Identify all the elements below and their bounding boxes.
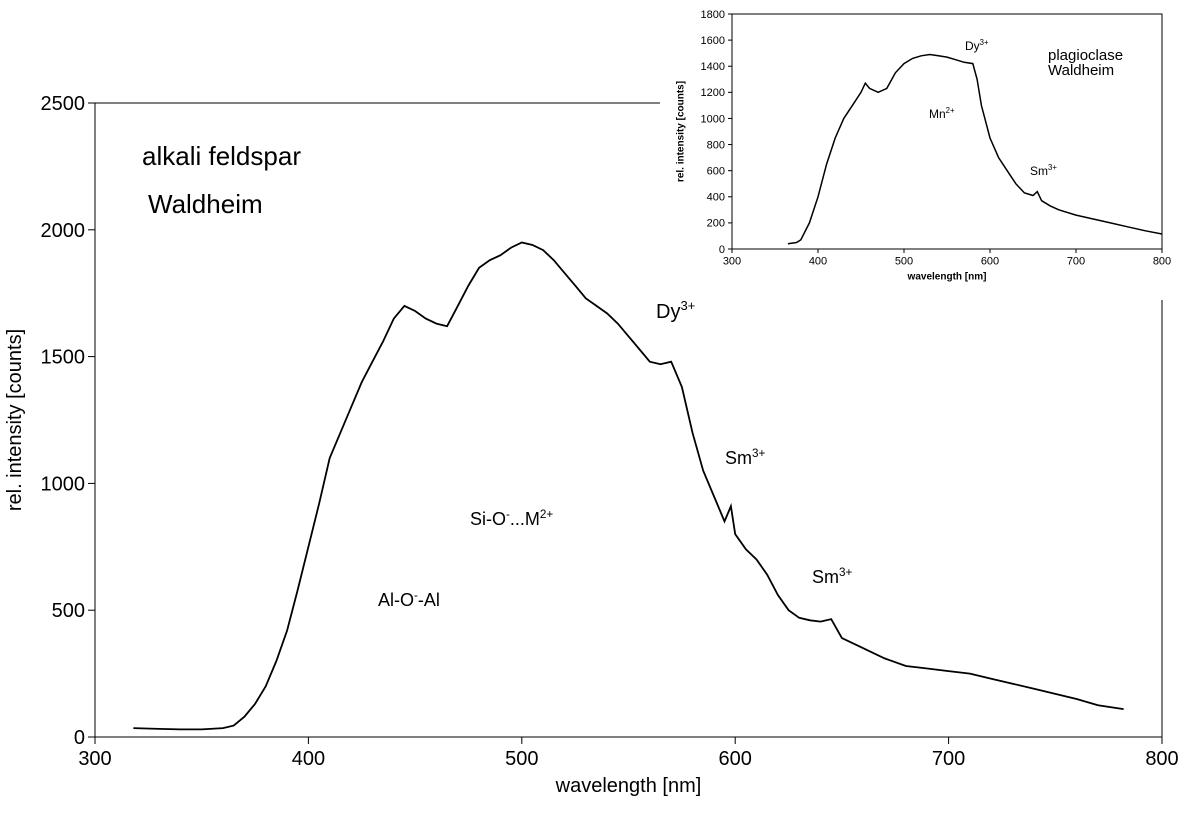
y-tick-label: 600 [707,166,725,178]
annotation-superscript: 2+ [540,508,554,521]
annotation-text: -Al [418,590,440,610]
x-tick-label: 800 [1153,256,1171,268]
y-tick-label: 1200 [701,87,725,99]
x-axis-title: wavelength [nm] [907,271,987,282]
annotation-superscript: 3+ [980,38,989,47]
y-tick-label: 2500 [41,93,86,115]
x-tick-label: 600 [981,256,999,268]
x-tick-label: 400 [292,748,325,770]
annotation-text: ...M [510,509,540,529]
y-tick-label: 0 [74,727,85,749]
x-tick-label: 700 [932,748,965,770]
annotation: Waldheim [1048,62,1114,79]
x-tick-label: 600 [719,748,752,770]
annotation: Dy3+ [656,298,695,323]
annotation-text: Sm [725,448,752,468]
y-axis-title: rel. intensity [counts] [4,329,26,511]
y-tick-label: 1600 [701,35,725,47]
annotation-text: Waldheim [148,189,263,219]
plot-frame [731,13,1163,250]
annotation-text: Dy [965,39,980,53]
annotation: Sm3+ [1030,163,1057,178]
y-tick-label: 1800 [701,9,725,21]
x-axis-title: wavelength [nm] [555,775,702,797]
y-tick-label: 1500 [41,347,86,369]
annotation-text: Sm [1030,164,1048,178]
y-tick-label: 400 [707,192,725,204]
data-line [133,241,1124,731]
annotation-text: Al-O [378,590,414,610]
y-tick-label: 1000 [701,113,725,125]
x-tick-label: 800 [1145,748,1178,770]
annotation-text: alkali feldspar [142,141,301,171]
annotation-superscript: 2+ [946,106,955,115]
y-tick-label: 1000 [41,473,86,495]
annotation-superscript: 3+ [680,298,695,313]
x-tick-label: 700 [1067,256,1085,268]
y-tick-label: 0 [719,244,725,256]
annotation: plagioclase [1048,47,1123,64]
y-tick-label: 500 [52,600,85,622]
y-tick-label: 2000 [41,220,86,242]
x-tick-label: 300 [723,256,741,268]
x-tick-label: 400 [809,256,827,268]
annotation-text: Waldheim [1048,62,1114,79]
annotation: Sm3+ [725,447,766,468]
annotation: alkali feldspar [142,141,301,171]
data-line [787,53,1163,245]
annotation-superscript: - [506,508,510,521]
x-tick-label: 500 [505,748,538,770]
annotation: Dy3+ [965,38,989,53]
annotation-superscript: 3+ [1048,163,1057,172]
x-tick-label: 500 [895,256,913,268]
x-tick-label: 300 [78,748,111,770]
annotation: Sm3+ [812,566,853,587]
y-axis-title: rel. intensity [counts] [676,81,687,182]
annotation: Waldheim [148,189,263,219]
annotation-superscript: - [414,589,418,602]
annotation-superscript: 3+ [839,566,853,579]
annotation-text: Sm [812,567,839,587]
inset-background [660,0,1194,300]
annotation: Si-O-...M2+ [470,508,553,529]
annotation-text: Si-O [470,509,506,529]
annotation: Mn2+ [929,106,955,121]
y-tick-label: 200 [707,218,725,230]
annotation: Al-O--Al [378,589,440,610]
y-tick-label: 800 [707,139,725,151]
annotation-text: plagioclase [1048,47,1123,64]
annotation-superscript: 3+ [752,447,766,460]
annotation-text: Dy [656,301,680,323]
annotation-text: Mn [929,107,946,121]
y-tick-label: 1400 [701,61,725,73]
